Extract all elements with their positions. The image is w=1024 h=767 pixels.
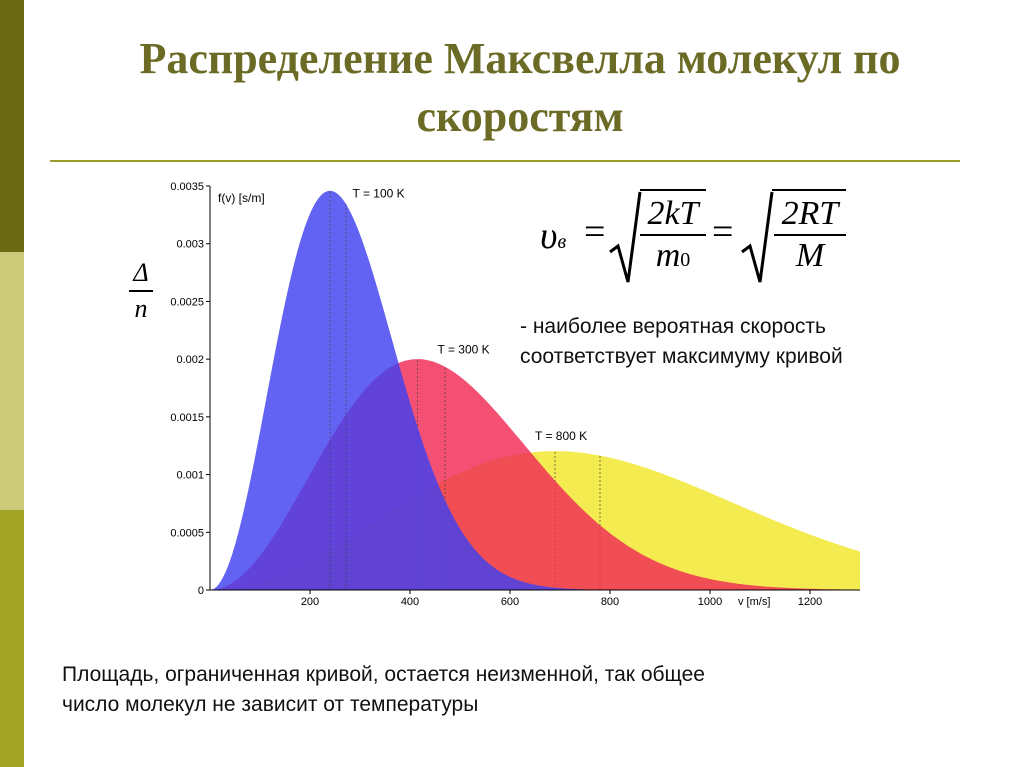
formula-lhs: υв (540, 215, 567, 257)
side-bar-segment-dark (0, 0, 24, 252)
title-divider (50, 160, 960, 162)
most-probable-speed-formula: υв = 2kT m0 = 2RT M (536, 186, 866, 296)
y-tick-label-6: 0.003 (176, 239, 204, 251)
x-tick-label-1: 400 (401, 596, 419, 608)
cropped-symbol-top: Δ (133, 258, 149, 287)
x-tick-label-0: 200 (301, 596, 319, 608)
sqrt-sign-1 (609, 191, 642, 283)
series-label-1: T = 300 K (438, 342, 490, 356)
footer-line-1: Площадь, ограниченная кривой, остается н… (62, 663, 705, 686)
cropped-symbol-bar (129, 290, 153, 292)
area-conservation-note: Площадь, ограниченная кривой, остается н… (62, 660, 982, 720)
side-bar-segment-light (0, 252, 24, 510)
x-tick-label-3: 800 (601, 596, 619, 608)
formula-equals-2: = (712, 211, 734, 253)
slide-title: Распределение Максвелла молекул по скоро… (139, 34, 901, 141)
formula-fraction-1: 2kT m0 (640, 194, 706, 280)
side-accent-bar (0, 0, 24, 767)
sqrt-sign-2 (741, 191, 774, 283)
area-t100 (210, 190, 860, 590)
note-line-1: - наиболее вероятная скорость (520, 315, 826, 338)
y-tick-label-2: 0.001 (176, 470, 204, 482)
side-bar-segment-olive (0, 510, 24, 767)
formula-fraction-2: 2RT M (774, 194, 846, 276)
footer-line-2: число молекул не зависит от температуры (62, 693, 479, 716)
formula-equals-1: = (584, 211, 606, 253)
series-label-2: T = 800 K (535, 429, 587, 443)
y-tick-label-4: 0.002 (176, 354, 204, 366)
x-axis-label: v [m/s] (738, 596, 770, 608)
y-tick-label-5: 0.0025 (170, 296, 204, 308)
y-tick-label-7: 0.0035 (170, 181, 204, 193)
y-tick-label-3: 0.0015 (170, 412, 204, 424)
note-line-2: соответствует максимуму кривой (520, 345, 843, 368)
y-tick-label-0: 0 (198, 585, 204, 597)
x-tick-label-2: 600 (501, 596, 519, 608)
series-label-0: T = 100 K (353, 187, 405, 201)
sqrt-vinculum-1 (640, 189, 706, 191)
x-tick-label-5: 1200 (798, 596, 822, 608)
cropped-axis-symbol: Δ n (126, 256, 156, 326)
cropped-symbol-bottom: n (134, 294, 148, 323)
y-tick-label-1: 0.0005 (170, 527, 204, 539)
most-probable-speed-note: - наиболее вероятная скорость соответств… (520, 312, 980, 372)
x-tick-label-4: 1000 (698, 596, 722, 608)
sqrt-vinculum-2 (772, 189, 846, 191)
y-axis-label: f(v) [s/m] (218, 191, 265, 205)
